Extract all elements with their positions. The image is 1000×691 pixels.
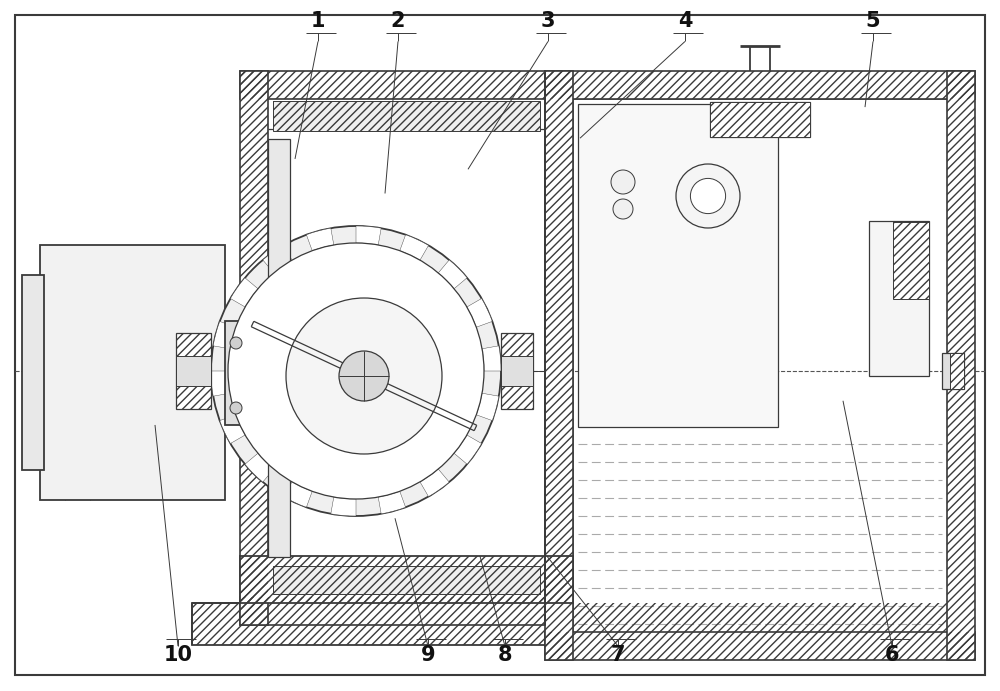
Bar [950,353,964,389]
Wedge shape [378,491,406,514]
Circle shape [339,351,389,401]
Bar [578,104,778,427]
Bar [545,632,975,660]
Wedge shape [482,346,501,371]
Bar [501,333,533,409]
Text: 2: 2 [391,11,405,31]
Bar [942,353,964,389]
Bar [893,222,929,299]
Text: 10: 10 [164,645,192,665]
Bar [947,71,975,660]
Text: 8: 8 [498,645,512,665]
Circle shape [611,170,635,194]
Circle shape [690,178,726,214]
Bar [240,556,573,603]
Text: 7: 7 [611,645,625,665]
Bar [545,71,975,99]
Bar [501,356,533,386]
Circle shape [676,164,740,228]
Bar [893,222,929,299]
Bar [268,99,545,597]
Bar [710,102,810,137]
Circle shape [228,243,484,499]
Bar [501,333,533,409]
Bar [316,293,330,403]
Bar [192,603,960,645]
Wedge shape [420,469,449,497]
Bar [176,356,211,386]
Bar [40,245,225,500]
Bar [950,353,964,389]
Circle shape [211,226,501,516]
Circle shape [613,199,633,219]
Bar [225,321,247,425]
Bar [240,71,268,625]
Wedge shape [400,235,428,260]
Bar [268,139,290,557]
Wedge shape [454,435,482,464]
Bar [240,556,573,603]
Bar [240,71,545,99]
Bar [293,278,311,418]
Bar [947,71,975,660]
Bar [22,275,44,470]
Text: 5: 5 [866,11,880,31]
Bar [176,333,211,409]
Circle shape [286,298,442,454]
Bar [545,71,573,660]
Bar [273,101,540,131]
Wedge shape [476,393,499,421]
Bar [573,99,947,632]
Bar [273,101,540,131]
Bar [240,597,545,625]
Wedge shape [356,226,381,245]
Wedge shape [211,371,230,396]
Bar [545,632,975,660]
Bar [176,333,211,409]
Bar [273,566,540,594]
Wedge shape [230,278,258,307]
Bar [710,102,810,137]
Bar [192,603,960,645]
Circle shape [230,337,242,349]
Wedge shape [306,228,334,251]
Text: 1: 1 [311,11,325,31]
Bar [545,71,573,660]
Bar [869,221,929,376]
Circle shape [230,402,242,414]
Wedge shape [213,321,236,349]
Bar [545,71,975,99]
Bar [240,71,545,99]
Wedge shape [331,497,356,516]
Wedge shape [284,482,312,507]
Wedge shape [245,453,274,482]
Text: 6: 6 [885,645,899,665]
Text: 4: 4 [678,11,692,31]
Bar [240,597,545,625]
Wedge shape [438,260,467,289]
Text: 3: 3 [541,11,555,31]
Wedge shape [220,415,245,444]
Text: 9: 9 [421,645,435,665]
Bar [273,566,540,594]
Bar [710,102,810,137]
Bar [240,71,268,625]
Wedge shape [467,299,492,328]
Wedge shape [263,245,292,273]
